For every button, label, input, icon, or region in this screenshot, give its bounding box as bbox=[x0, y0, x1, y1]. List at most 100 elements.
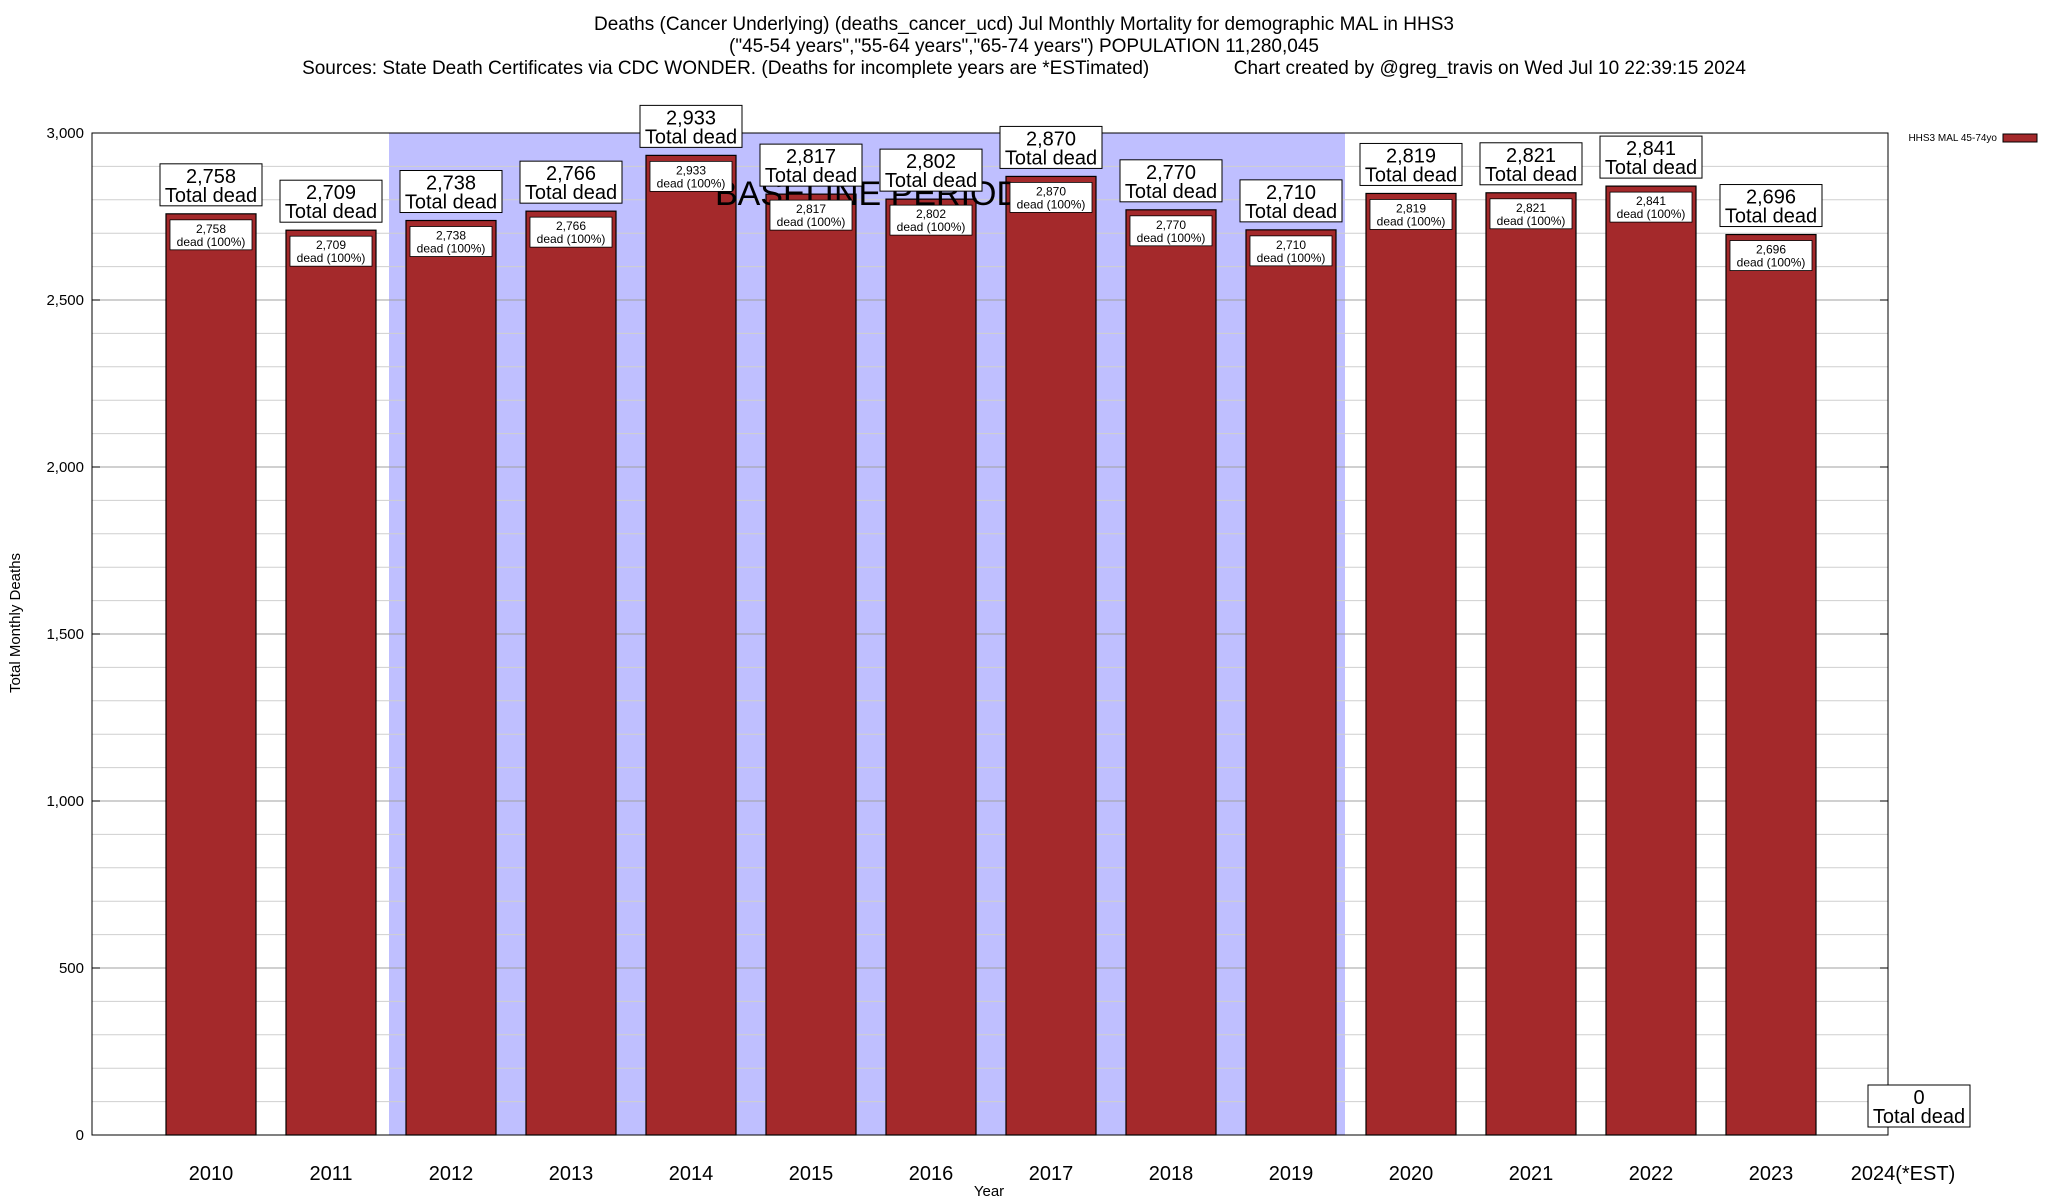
x-tick-label: 2019 bbox=[1269, 1163, 1314, 1185]
top-label-box bbox=[999, 125, 1103, 169]
top-label-value: 2,817 bbox=[786, 146, 836, 168]
inner-label-box bbox=[1249, 235, 1333, 267]
bar-2011 bbox=[285, 229, 377, 1136]
y-tick-label: 1,000 bbox=[46, 793, 84, 810]
x-tick-label: 2010 bbox=[189, 1163, 234, 1185]
y-tick-label: 1,500 bbox=[46, 626, 84, 643]
top-label-value: 2,770 bbox=[1146, 162, 1196, 184]
x-tick-label: 2018 bbox=[1149, 1163, 1194, 1185]
inner-label-value: 2,766 bbox=[556, 219, 586, 233]
top-label-value: 2,758 bbox=[186, 166, 236, 188]
top-label-value: 2,933 bbox=[666, 107, 716, 129]
inner-label-suffix: dead (100%) bbox=[1737, 256, 1806, 270]
y-tick-label: 3,000 bbox=[46, 125, 84, 142]
legend-label: HHS3 MAL 45-74yo bbox=[1908, 133, 1997, 144]
y-tick-label: 0 bbox=[76, 1127, 84, 1144]
inner-label-box bbox=[1729, 240, 1813, 271]
top-label-suffix: Total dead bbox=[1725, 206, 1817, 228]
inner-label-value: 2,841 bbox=[1636, 194, 1666, 208]
inner-label-box bbox=[409, 226, 493, 257]
top-label-value: 0 bbox=[1913, 1087, 1924, 1109]
top-label-suffix: Total dead bbox=[165, 185, 257, 207]
bar-2019 bbox=[1245, 229, 1337, 1136]
top-label-value: 2,709 bbox=[306, 182, 356, 204]
inner-label-box bbox=[1129, 215, 1213, 247]
top-label-box bbox=[1239, 179, 1343, 223]
bar-2015 bbox=[765, 193, 857, 1136]
chart-title-block: Deaths (Cancer Underlying) (deaths_cance… bbox=[0, 14, 2048, 80]
inner-label-value: 2,710 bbox=[1276, 238, 1306, 252]
top-label-value: 2,766 bbox=[546, 163, 596, 185]
chart-title-line-3: Sources: State Death Certificates via CD… bbox=[302, 58, 1746, 79]
top-label-box bbox=[1119, 159, 1223, 203]
y-tick-label: 2,500 bbox=[46, 292, 84, 309]
inner-label-value: 2,821 bbox=[1516, 201, 1546, 215]
top-label-box bbox=[1599, 135, 1703, 179]
top-label-suffix: Total dead bbox=[765, 165, 857, 187]
inner-label-value: 2,870 bbox=[1036, 184, 1066, 198]
top-label-suffix: Total dead bbox=[645, 126, 737, 148]
inner-label-suffix: dead (100%) bbox=[1257, 251, 1326, 265]
bar-2016 bbox=[885, 198, 977, 1136]
x-tick-label: 2020 bbox=[1389, 1163, 1434, 1185]
bar-2014 bbox=[645, 154, 737, 1136]
top-label-value: 2,819 bbox=[1386, 145, 1436, 167]
inner-label-value: 2,738 bbox=[436, 229, 466, 243]
bar-2012 bbox=[405, 219, 497, 1136]
top-label-suffix: Total dead bbox=[885, 170, 977, 192]
inner-label-suffix: dead (100%) bbox=[1377, 214, 1446, 228]
x-tick-label: 2021 bbox=[1509, 1163, 1554, 1185]
bar-2010 bbox=[165, 213, 257, 1136]
inner-label-box bbox=[1369, 199, 1453, 230]
inner-label-suffix: dead (100%) bbox=[1137, 231, 1206, 245]
top-label-box bbox=[159, 163, 263, 207]
top-label-suffix: Total dead bbox=[1005, 147, 1097, 169]
x-tick-label: 2017 bbox=[1029, 1163, 1074, 1185]
x-tick-label: 2014 bbox=[669, 1163, 714, 1185]
inner-label-suffix: dead (100%) bbox=[297, 251, 366, 265]
inner-label-value: 2,933 bbox=[676, 163, 706, 177]
y-tick-label: 500 bbox=[59, 960, 84, 977]
top-label-suffix: Total dead bbox=[1873, 1106, 1965, 1128]
inner-label-suffix: dead (100%) bbox=[657, 176, 726, 190]
top-label-box bbox=[399, 170, 503, 214]
inner-label-suffix: dead (100%) bbox=[777, 215, 846, 229]
inner-label-box bbox=[889, 204, 973, 236]
top-label-suffix: Total dead bbox=[525, 182, 617, 204]
x-tick-label: 2022 bbox=[1629, 1163, 1674, 1185]
y-axis-title: Total Monthly Deaths bbox=[7, 553, 24, 693]
bar-2020 bbox=[1365, 192, 1457, 1136]
plot-frame bbox=[91, 132, 1889, 1136]
top-label-suffix: Total dead bbox=[1125, 181, 1217, 203]
chart-title-line-1: Deaths (Cancer Underlying) (deaths_cance… bbox=[594, 14, 1454, 35]
bar-2017 bbox=[1005, 175, 1097, 1136]
bar-2018 bbox=[1125, 209, 1217, 1136]
inner-label-suffix: dead (100%) bbox=[1017, 197, 1086, 211]
inner-label-box bbox=[529, 216, 613, 248]
top-label-box bbox=[1479, 142, 1583, 186]
top-label-box bbox=[1867, 1084, 1971, 1128]
inner-label-value: 2,802 bbox=[916, 207, 946, 221]
top-label-value: 2,696 bbox=[1746, 187, 1796, 209]
grid-layer bbox=[92, 132, 1888, 1136]
inner-label-value: 2,709 bbox=[316, 238, 346, 252]
bar-2013 bbox=[525, 210, 617, 1136]
top-label-box bbox=[1359, 142, 1463, 186]
top-label-suffix: Total dead bbox=[1365, 164, 1457, 186]
top-label-value: 2,821 bbox=[1506, 145, 1556, 167]
top-label-box bbox=[759, 143, 863, 187]
inner-label-box bbox=[649, 160, 733, 192]
bars-layer bbox=[165, 154, 1817, 1136]
top-label-box bbox=[639, 104, 743, 148]
inner-label-box bbox=[169, 219, 253, 251]
inner-label-box bbox=[1489, 198, 1573, 230]
top-label-value: 2,710 bbox=[1266, 182, 1316, 204]
inner-label-suffix: dead (100%) bbox=[1617, 207, 1686, 221]
inner-label-suffix: dead (100%) bbox=[177, 235, 246, 249]
inner-label-box bbox=[1609, 191, 1693, 223]
top-label-suffix: Total dead bbox=[1485, 164, 1577, 186]
inner-label-suffix: dead (100%) bbox=[537, 232, 606, 246]
y-tick-label: 2,000 bbox=[46, 459, 84, 476]
x-tick-label: 2013 bbox=[549, 1163, 594, 1185]
